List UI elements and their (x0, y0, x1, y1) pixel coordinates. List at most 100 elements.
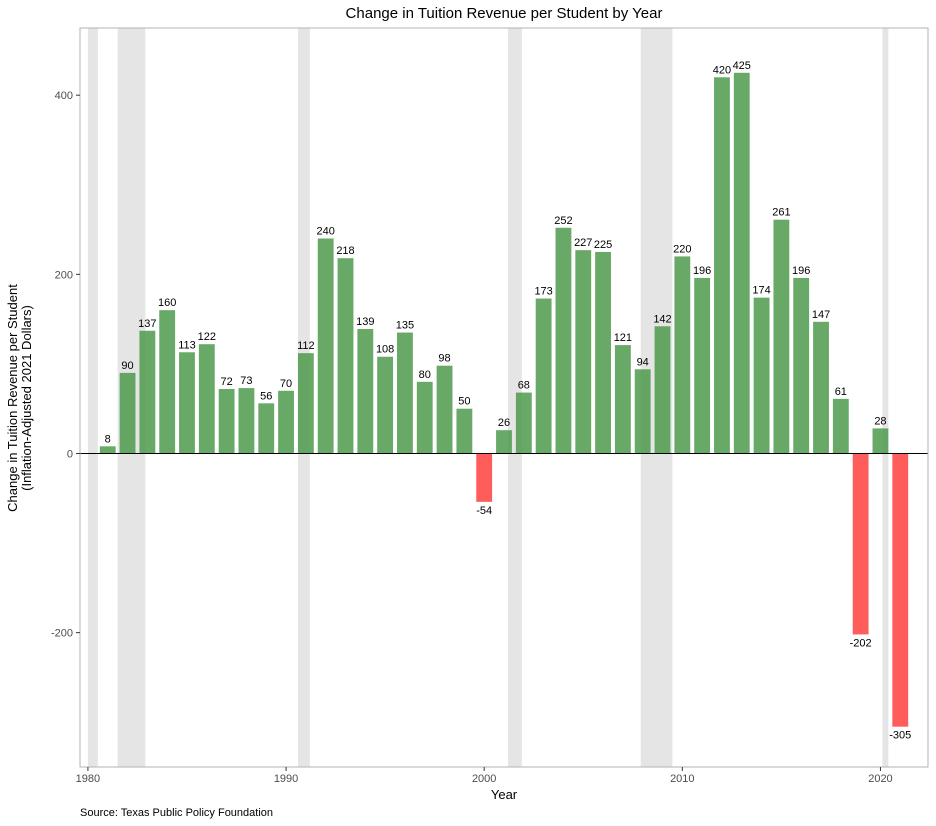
x-axis-label: Year (490, 787, 518, 802)
data-label-2009: 142 (653, 313, 671, 325)
bar-2008 (634, 369, 651, 454)
bar-2000 (476, 453, 493, 502)
bar-1986 (198, 344, 215, 454)
data-label-2020: 28 (874, 415, 886, 427)
data-label-1999: 50 (458, 396, 470, 408)
bar-1992 (317, 238, 334, 454)
bar-1990 (278, 390, 294, 454)
bar-1991 (297, 353, 314, 454)
y-tick-label--200: -200 (51, 628, 73, 640)
data-label-1992: 240 (317, 226, 335, 238)
data-label-2011: 196 (693, 265, 711, 277)
data-label-1982: 90 (121, 360, 133, 372)
data-label-2017: 147 (812, 309, 830, 321)
source-note: Source: Texas Public Policy Foundation (80, 807, 274, 819)
y-tick-label-0: 0 (67, 448, 73, 460)
recession-band-5 (882, 28, 889, 767)
bar-2016 (793, 277, 810, 454)
data-label-2007: 121 (614, 332, 632, 344)
bar-1999 (456, 408, 473, 454)
data-label-1987: 72 (220, 376, 232, 388)
data-label-1998: 98 (438, 353, 450, 365)
y-tick-label-200: 200 (55, 269, 73, 281)
bar-2013 (733, 72, 750, 454)
bar-1989 (258, 403, 275, 454)
y-tick-label-400: 400 (55, 90, 73, 102)
recession-band-0 (87, 28, 98, 767)
data-label-1995: 108 (376, 344, 394, 356)
bar-2011 (694, 277, 711, 454)
bar-layer (99, 72, 909, 727)
data-label-1997: 80 (419, 369, 431, 381)
data-label-1996: 135 (396, 320, 414, 332)
bar-2018 (832, 398, 849, 454)
bar-1996 (397, 332, 413, 454)
bar-1981 (99, 446, 116, 454)
data-label-2001: 26 (498, 417, 510, 429)
bar-1988 (238, 388, 255, 454)
data-label-2016: 196 (792, 265, 810, 277)
x-tick-label-1980: 1980 (76, 773, 100, 785)
data-label-2010: 220 (673, 243, 691, 255)
data-label-1991: 112 (297, 340, 315, 352)
data-label-2003: 173 (534, 286, 552, 298)
data-label-1984: 160 (158, 297, 176, 309)
bar-2019 (852, 453, 869, 635)
bar-1984 (159, 310, 176, 454)
data-label-1985: 113 (178, 339, 196, 351)
data-label-2005: 227 (574, 237, 592, 249)
data-label-2004: 252 (554, 215, 572, 227)
data-label-2012: 420 (713, 64, 731, 76)
data-label-2015: 261 (772, 207, 790, 219)
bar-1998 (436, 365, 453, 454)
bar-2005 (575, 250, 592, 454)
data-label-1986: 122 (198, 331, 216, 343)
y-axis-label-line2: (Inflation-Adjusted 2021 Dollars) (19, 305, 34, 491)
bar-2012 (714, 77, 730, 454)
data-label-1989: 56 (260, 390, 272, 402)
chart-title: Change in Tuition Revenue per Student by… (345, 5, 663, 22)
bar-2021 (892, 453, 909, 727)
plot-border (79, 27, 929, 768)
bar-1982 (119, 372, 136, 454)
bar-2004 (555, 227, 572, 454)
data-label-2014: 174 (752, 285, 770, 297)
bar-2009 (654, 326, 671, 454)
bar-2017 (813, 321, 829, 454)
data-label-2008: 94 (637, 356, 649, 368)
data-label-2021: -305 (889, 730, 911, 742)
x-tick-label-1990: 1990 (274, 773, 298, 785)
bar-2003 (535, 298, 552, 454)
bar-1997 (416, 381, 433, 454)
bar-1994 (357, 328, 374, 454)
bar-2020 (872, 428, 889, 454)
data-label-1981: 8 (105, 433, 111, 445)
data-label-2018: 61 (835, 386, 847, 398)
data-label-2002: 68 (518, 380, 530, 392)
bar-2014 (753, 297, 770, 454)
data-label-1988: 73 (240, 375, 252, 387)
bar-2007 (614, 345, 631, 454)
bar-2010 (674, 256, 691, 454)
bar-2006 (595, 251, 611, 454)
y-axis-label-line1: Change in Tuition Revenue per Student (5, 284, 20, 512)
data-label-1994: 139 (356, 316, 374, 328)
bar-2001 (496, 430, 512, 454)
bar-1987 (218, 388, 235, 454)
x-tick-label-2010: 2010 (670, 773, 694, 785)
data-label-2013: 425 (733, 60, 751, 72)
x-tick-label-2020: 2020 (868, 773, 892, 785)
data-label-2006: 225 (594, 239, 612, 251)
bar-1995 (377, 356, 394, 454)
bar-2015 (773, 219, 790, 454)
data-label-2000: -54 (476, 505, 492, 517)
data-label-1993: 218 (336, 245, 354, 257)
bar-2002 (515, 392, 532, 454)
x-tick-label-2000: 2000 (472, 773, 496, 785)
axis-layer: -200 0 200 400 1980 1990 2000 2010 2020 (51, 27, 929, 785)
bar-1993 (337, 258, 354, 454)
data-label-1990: 70 (280, 378, 292, 390)
data-label-1983: 137 (138, 318, 156, 330)
